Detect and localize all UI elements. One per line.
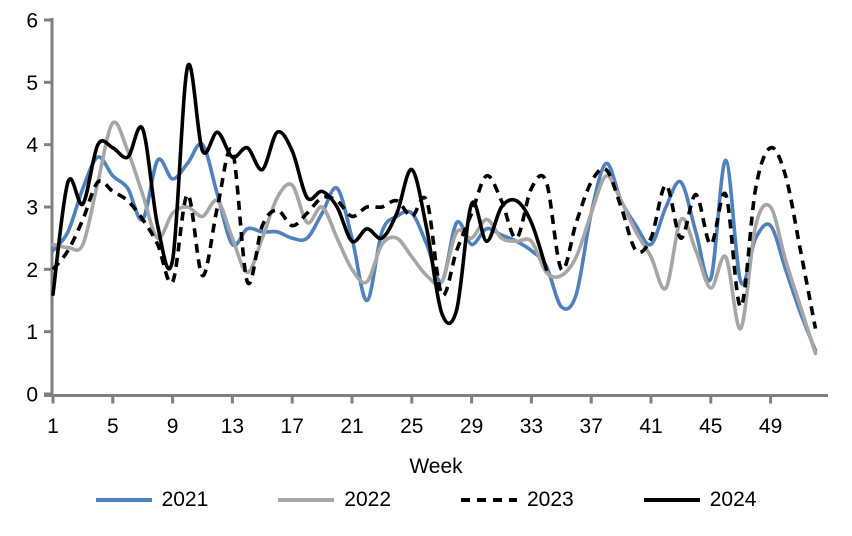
legend-item-2021: 2021 [95, 488, 209, 511]
series-lines [51, 62, 818, 356]
y-tick-label: 4 [26, 134, 38, 157]
legend: 2021 2022 2023 2024 [0, 489, 852, 510]
y-tick-label: 6 [26, 10, 38, 33]
x-axis-title: Week [409, 455, 463, 478]
x-tick-label: 25 [400, 415, 423, 438]
legend-item-2024: 2024 [643, 488, 757, 511]
legend-item-2022: 2022 [278, 489, 391, 510]
legend-line-sample-2021 [95, 497, 152, 502]
x-tick-label: 49 [759, 415, 782, 438]
x-tick-label: 37 [580, 415, 603, 438]
x-tick-label: 17 [281, 415, 304, 438]
legend-label-2021: 2021 [161, 488, 209, 511]
x-tick-label: 1 [47, 415, 59, 438]
x-tick-label: 29 [460, 415, 483, 438]
x-tick-label: 33 [520, 415, 543, 438]
x-tick-label: 41 [639, 415, 662, 438]
legend-label-2023: 2023 [527, 488, 574, 511]
legend-label-2022: 2022 [344, 488, 391, 511]
legend-item-2023: 2023 [461, 489, 574, 510]
series-line-2021 [51, 141, 818, 353]
y-tick-label: 3 [26, 197, 38, 220]
series-line-2024 [51, 62, 549, 326]
y-tick-label: 0 [26, 384, 38, 407]
x-tick-label: 5 [107, 415, 119, 438]
y-tick-label: 1 [26, 321, 38, 344]
legend-line-sample-2023 [461, 497, 517, 502]
axes [44, 18, 828, 404]
x-tick-label: 9 [167, 415, 179, 438]
x-tick-label: 13 [221, 415, 244, 438]
y-tick-label: 2 [26, 259, 38, 282]
legend-line-sample-2024 [643, 497, 700, 502]
legend-label-2024: 2024 [709, 488, 757, 511]
x-tick-label: 45 [699, 415, 722, 438]
y-tick-label: 5 [26, 72, 38, 95]
series-line-2023 [51, 145, 818, 329]
legend-line-sample-2022 [278, 497, 335, 502]
x-tick-label: 21 [340, 415, 363, 438]
